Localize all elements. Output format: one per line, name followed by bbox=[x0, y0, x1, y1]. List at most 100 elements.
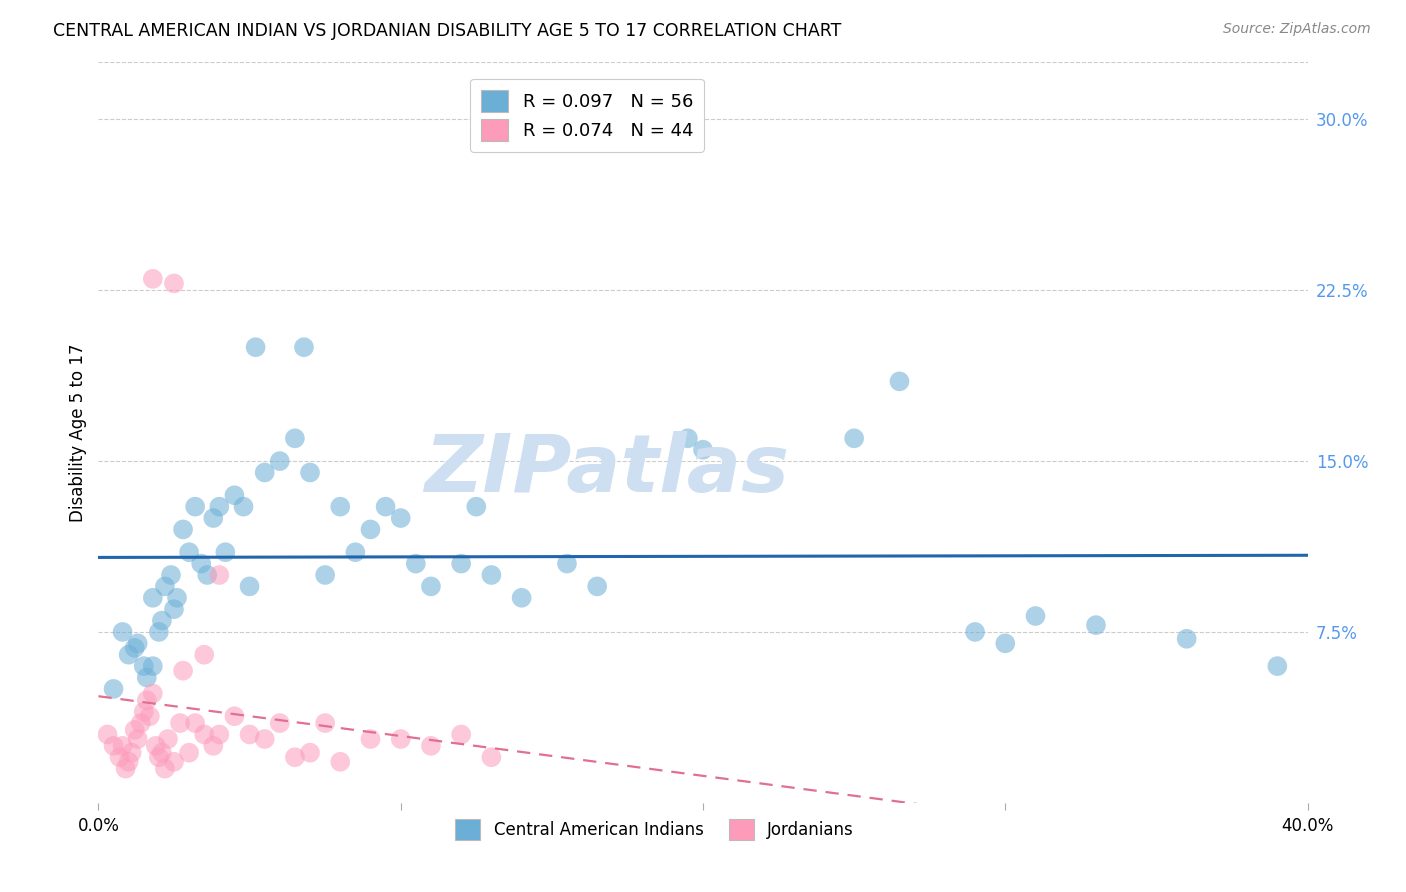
Point bbox=[114, 762, 136, 776]
Point bbox=[676, 431, 699, 445]
Point bbox=[405, 557, 427, 571]
Point bbox=[166, 591, 188, 605]
Point bbox=[239, 579, 262, 593]
Point bbox=[96, 727, 118, 741]
Point bbox=[202, 511, 225, 525]
Point bbox=[169, 716, 191, 731]
Point bbox=[145, 739, 167, 753]
Text: ZIPatlas: ZIPatlas bbox=[423, 431, 789, 508]
Point bbox=[299, 466, 322, 480]
Point bbox=[299, 746, 322, 760]
Point bbox=[153, 762, 176, 776]
Text: Source: ZipAtlas.com: Source: ZipAtlas.com bbox=[1223, 22, 1371, 37]
Point bbox=[232, 500, 254, 514]
Point bbox=[184, 716, 207, 731]
Point bbox=[224, 709, 246, 723]
Point bbox=[135, 693, 157, 707]
Point bbox=[202, 739, 225, 753]
Point bbox=[124, 640, 146, 655]
Point bbox=[360, 731, 382, 746]
Point bbox=[148, 750, 170, 764]
Point bbox=[142, 659, 165, 673]
Point bbox=[284, 431, 307, 445]
Point bbox=[214, 545, 236, 559]
Point bbox=[374, 500, 396, 514]
Point bbox=[1267, 659, 1289, 673]
Point bbox=[160, 568, 183, 582]
Point bbox=[163, 755, 186, 769]
Point bbox=[129, 716, 152, 731]
Point bbox=[150, 614, 173, 628]
Point bbox=[692, 442, 714, 457]
Point bbox=[139, 709, 162, 723]
Point bbox=[153, 579, 176, 593]
Point bbox=[195, 568, 218, 582]
Point bbox=[253, 731, 276, 746]
Point bbox=[269, 454, 291, 468]
Point bbox=[1024, 609, 1046, 624]
Point bbox=[389, 731, 412, 746]
Point bbox=[360, 523, 382, 537]
Point bbox=[586, 579, 609, 593]
Point bbox=[329, 500, 352, 514]
Point bbox=[142, 272, 165, 286]
Point bbox=[184, 500, 207, 514]
Point bbox=[127, 731, 149, 746]
Point bbox=[135, 671, 157, 685]
Point bbox=[172, 523, 194, 537]
Point bbox=[208, 568, 231, 582]
Point bbox=[450, 557, 472, 571]
Point bbox=[142, 686, 165, 700]
Point bbox=[121, 746, 143, 760]
Point bbox=[555, 557, 578, 571]
Point bbox=[889, 375, 911, 389]
Point bbox=[1085, 618, 1108, 632]
Point bbox=[253, 466, 276, 480]
Point bbox=[389, 511, 412, 525]
Point bbox=[965, 624, 987, 639]
Point bbox=[450, 727, 472, 741]
Point bbox=[420, 739, 443, 753]
Point bbox=[108, 750, 131, 764]
Point bbox=[150, 746, 173, 760]
Point bbox=[208, 500, 231, 514]
Point bbox=[292, 340, 315, 354]
Point bbox=[179, 746, 201, 760]
Point bbox=[994, 636, 1017, 650]
Point bbox=[103, 681, 125, 696]
Y-axis label: Disability Age 5 to 17: Disability Age 5 to 17 bbox=[69, 343, 87, 522]
Point bbox=[103, 739, 125, 753]
Point bbox=[156, 731, 179, 746]
Point bbox=[179, 545, 201, 559]
Point bbox=[163, 602, 186, 616]
Legend: Central American Indians, Jordanians: Central American Indians, Jordanians bbox=[449, 813, 860, 847]
Point bbox=[208, 727, 231, 741]
Point bbox=[314, 716, 336, 731]
Point bbox=[245, 340, 267, 354]
Point bbox=[132, 705, 155, 719]
Point bbox=[142, 591, 165, 605]
Point bbox=[844, 431, 866, 445]
Point bbox=[118, 648, 141, 662]
Point bbox=[1175, 632, 1198, 646]
Point bbox=[481, 750, 503, 764]
Point bbox=[465, 500, 488, 514]
Point bbox=[193, 727, 215, 741]
Point bbox=[420, 579, 443, 593]
Point bbox=[124, 723, 146, 737]
Point bbox=[132, 659, 155, 673]
Point bbox=[127, 636, 149, 650]
Point bbox=[314, 568, 336, 582]
Point bbox=[344, 545, 367, 559]
Text: CENTRAL AMERICAN INDIAN VS JORDANIAN DISABILITY AGE 5 TO 17 CORRELATION CHART: CENTRAL AMERICAN INDIAN VS JORDANIAN DIS… bbox=[53, 22, 842, 40]
Point bbox=[329, 755, 352, 769]
Point bbox=[190, 557, 212, 571]
Point bbox=[193, 648, 215, 662]
Point bbox=[239, 727, 262, 741]
Point bbox=[148, 624, 170, 639]
Point bbox=[111, 624, 134, 639]
Point bbox=[224, 488, 246, 502]
Point bbox=[284, 750, 307, 764]
Point bbox=[172, 664, 194, 678]
Point bbox=[510, 591, 533, 605]
